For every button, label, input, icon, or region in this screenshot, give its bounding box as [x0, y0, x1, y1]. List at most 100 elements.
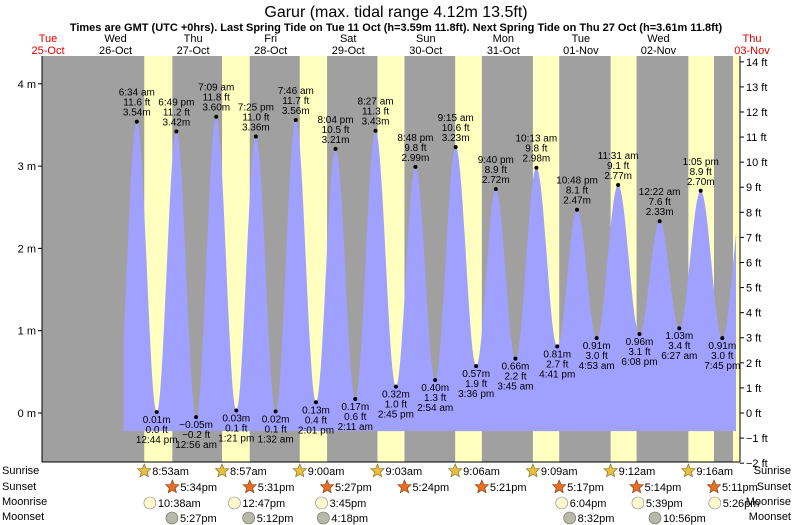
low-tide-point — [513, 356, 518, 361]
high-tide-point — [616, 183, 621, 188]
daylight-band — [733, 56, 740, 462]
low-tide-label: 3:45 am — [497, 382, 533, 393]
day-header-weekday: Wed — [647, 33, 669, 45]
sunset-icon — [397, 479, 412, 494]
ft-tick-label: 3 ft — [746, 333, 761, 345]
low-tide-label: 4:53 am — [579, 361, 615, 372]
high-tide-point — [453, 145, 458, 150]
moonrise-time: 3:45pm — [330, 498, 367, 510]
sunset-time: 5:31pm — [258, 482, 295, 494]
moonrise-time: 10:38am — [158, 498, 201, 510]
moonset-icon — [317, 511, 330, 525]
high-tide-label: 9.1 ft — [607, 161, 629, 172]
low-tide-label: 0.4 ft — [305, 415, 327, 426]
low-tide-label: 3.4 ft — [668, 341, 690, 352]
high-tide-point — [657, 219, 662, 224]
sunset-time: 5:34pm — [180, 482, 217, 494]
low-tide-label: 0.40m — [421, 383, 449, 394]
low-tide-point — [594, 336, 599, 341]
sunset-icon — [706, 479, 722, 494]
sunrise-time: 8:57am — [230, 466, 267, 478]
low-tide-point — [273, 409, 278, 414]
sunrise-row-label-left: Sunrise — [2, 465, 39, 477]
high-tide-label: 11.3 ft — [362, 107, 389, 118]
sunset-icon — [474, 479, 490, 494]
day-header-date: 29-Oct — [332, 45, 365, 57]
day-header-date: 30-Oct — [409, 45, 442, 57]
low-tide-point — [313, 400, 318, 405]
m-tick-label: 4 m — [18, 79, 36, 91]
high-tide-label: 3.54m — [123, 108, 151, 119]
sunrise-time: 9:16am — [696, 466, 733, 478]
high-tide-label: 3.56m — [282, 106, 310, 117]
day-header-date: 31-Oct — [487, 45, 520, 57]
day-header-weekday: Thu — [743, 33, 762, 45]
high-tide-label: 2.47m — [563, 196, 591, 207]
ft-tick-label: −2 ft — [746, 458, 768, 470]
high-tide-label: 12:22 am — [639, 187, 681, 198]
ft-tick-label: 1 ft — [746, 383, 761, 395]
high-tide-label: 3.23m — [442, 133, 470, 144]
low-tide-point — [677, 326, 682, 331]
sunrise-time: 9:09am — [541, 466, 578, 478]
day-header-weekday: Tue — [572, 33, 591, 45]
tide-area — [123, 116, 737, 432]
high-tide-label: 6:34 am — [119, 88, 155, 99]
low-tide-point — [474, 364, 479, 369]
low-tide-label: 2:01 pm — [298, 425, 334, 436]
low-tide-label: 3.0 ft — [586, 351, 608, 362]
low-tide-label: 0.57m — [462, 369, 490, 380]
moonset-icon — [165, 511, 179, 525]
sunset-time: 5:24pm — [412, 482, 449, 494]
low-tide-label: 6:08 pm — [621, 357, 657, 368]
high-tide-point — [253, 134, 258, 139]
ft-tick-label: 2 ft — [746, 358, 761, 370]
ft-tick-label: 11 ft — [746, 132, 767, 144]
high-tide-label: 11.6 ft — [123, 98, 150, 109]
moonrise-row-label-left: Moonrise — [2, 496, 47, 508]
m-tick-label: 1 m — [18, 326, 36, 338]
moonset-row-label-left: Moonset — [2, 511, 44, 523]
low-tide-label: 0.13m — [302, 405, 330, 416]
axes: 0 m 1 m 2 m 3 m 4 m −2 ft −1 ft 0 ft 1 ft 2 ft 3 f… — [18, 56, 768, 470]
high-tide-point — [333, 146, 338, 151]
low-tide-label: 1:32 am — [258, 434, 294, 445]
day-header-weekday: Fri — [264, 33, 277, 45]
moonrise-time: 12:47pm — [242, 498, 285, 510]
high-tide-label: 7:09 am — [198, 83, 234, 94]
high-tide-label: 3.42m — [162, 118, 190, 129]
moonset-icon — [563, 511, 576, 525]
low-tide-point — [234, 408, 239, 413]
sunrise-time: 9:06am — [463, 466, 500, 478]
sunset-row-label-right: Sunset — [757, 481, 791, 493]
high-tide-point — [174, 129, 179, 134]
ft-tick-label: 14 ft — [746, 57, 767, 69]
low-tide-point — [393, 384, 398, 389]
sunset-time: 5:27pm — [335, 482, 372, 494]
sunrise-time: 9:03am — [385, 466, 422, 478]
ft-tick-label: 13 ft — [746, 82, 767, 94]
low-tide-label: 2:45 pm — [378, 410, 414, 421]
day-header-weekday: Mon — [493, 33, 514, 45]
high-tide-label: 11:31 am — [598, 151, 639, 162]
low-tide-label: 12:56 am — [175, 440, 217, 451]
sunrise-time: 9:12am — [619, 466, 656, 478]
day-headers: Tue25-OctWed26-OctThu27-OctFri28-OctSat2… — [31, 33, 770, 57]
low-tide-label: 0.81m — [543, 349, 571, 360]
low-tide-label: 4:41 pm — [539, 369, 575, 380]
low-tide-point — [154, 410, 159, 415]
high-tide-label: 7:25 pm — [238, 102, 274, 113]
low-tide-label: 0.01m — [143, 415, 171, 426]
ft-tick-label: 9 ft — [746, 182, 761, 194]
low-tide-label: 6:27 am — [661, 351, 697, 362]
sunset-time: 5:17pm — [567, 482, 604, 494]
high-tide-label: 8:48 pm — [397, 133, 433, 144]
low-tide-label: 3.0 ft — [711, 351, 733, 362]
ft-tick-label: −1 ft — [746, 433, 768, 445]
high-tide-label: 9.8 ft — [404, 143, 426, 154]
moonset-icon — [648, 511, 662, 525]
low-tide-label: 2:11 am — [338, 422, 373, 433]
low-tide-label: 0.66m — [502, 362, 530, 373]
